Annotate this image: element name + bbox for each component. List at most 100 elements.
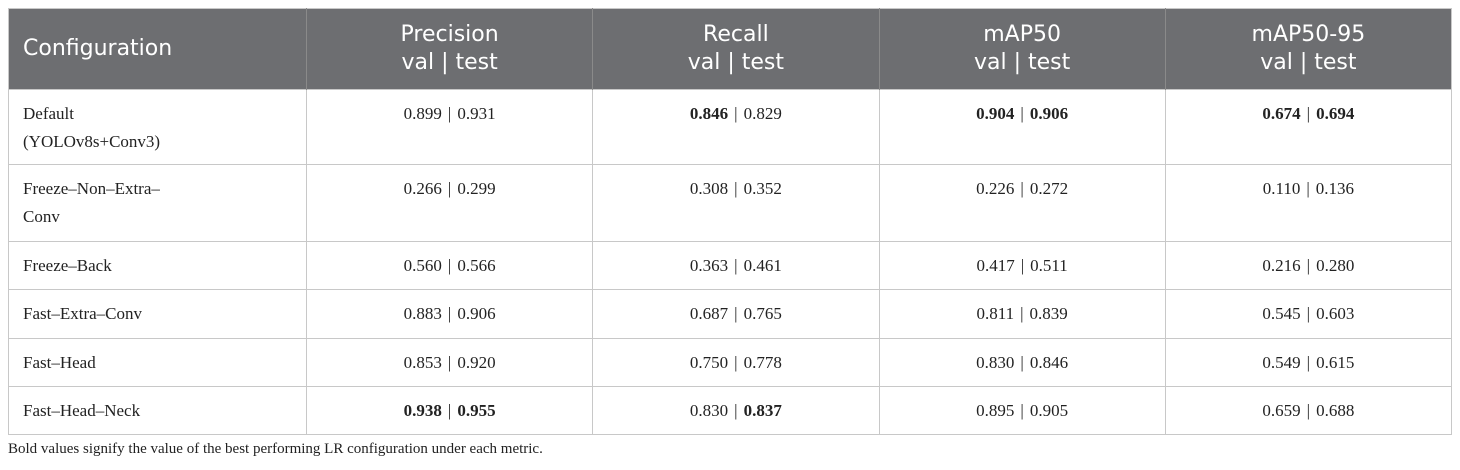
test-value: 0.272 <box>1029 179 1069 198</box>
separator: | <box>1306 104 1311 123</box>
val-value: 0.659 <box>1262 401 1301 420</box>
val-value: 0.549 <box>1262 353 1301 372</box>
val-value: 0.308 <box>689 179 729 198</box>
test-value: 0.837 <box>743 401 782 420</box>
table-row: Default (YOLOv8s+Conv3) 0.899 | 0.931 0.846 |… <box>8 89 1453 165</box>
val-value: 0.363 <box>689 256 729 275</box>
metric-cell: 0.560 | 0.566 <box>305 241 594 290</box>
test-value: 0.566 <box>457 256 496 275</box>
separator: | <box>1306 179 1310 198</box>
test-value: 0.299 <box>457 179 496 198</box>
config-name: Fast–Head–Neck <box>23 401 141 420</box>
metric-cell: 0.811 | 0.839 <box>878 289 1166 339</box>
metric-cell: 0.904 | 0.906 <box>878 89 1166 165</box>
config-name: Fast–Head <box>23 353 96 372</box>
test-value: 0.136 <box>1315 179 1355 198</box>
test-value: 0.839 <box>1029 304 1068 323</box>
val-value: 0.266 <box>403 179 442 198</box>
test-value: 0.931 <box>457 104 496 123</box>
test-value: 0.829 <box>743 104 782 123</box>
table-row: Fast–Head–Neck 0.938 | 0.955 0.830 | 0.837 0.89… <box>8 386 1453 435</box>
test-value: 0.352 <box>743 179 782 198</box>
metric-cell: 0.308 | 0.352 <box>592 164 880 242</box>
test-value: 0.906 <box>457 304 496 323</box>
separator: | <box>447 401 452 420</box>
val-value: 0.938 <box>403 401 442 420</box>
config-name: Freeze–Back <box>23 256 112 275</box>
metric-cell: 0.545 | 0.603 <box>1164 289 1453 339</box>
config-cell: Fast–Extra–Conv <box>8 289 307 339</box>
separator: | <box>734 401 738 420</box>
metric-cell: 0.417 | 0.511 <box>878 241 1166 290</box>
metric-cell: 0.938 | 0.955 <box>305 386 594 435</box>
config-cell: Freeze–Non–Extra–Conv <box>8 164 307 242</box>
metric-cell: 0.216 | 0.280 <box>1164 241 1453 290</box>
test-value: 0.846 <box>1029 353 1069 372</box>
val-value: 0.110 <box>1262 179 1301 198</box>
metric-cell: 0.110 | 0.136 <box>1164 164 1453 242</box>
val-value: 0.674 <box>1262 104 1301 123</box>
separator: | <box>1020 304 1024 323</box>
separator: | <box>1020 401 1024 420</box>
metric-cell: 0.846 | 0.829 <box>592 89 880 165</box>
test-value: 0.694 <box>1316 104 1355 123</box>
config-name: Freeze–Non–Extra–Conv <box>23 179 160 226</box>
val-value: 0.750 <box>689 353 729 372</box>
metric-cell: 0.853 | 0.920 <box>305 338 594 387</box>
table-body: Default (YOLOv8s+Conv3) 0.899 | 0.931 0.846 |… <box>8 89 1453 435</box>
header-cell: Configuration <box>8 8 307 90</box>
metric-cell: 0.687 | 0.765 <box>592 289 880 339</box>
separator: | <box>1306 304 1311 323</box>
separator: | <box>447 104 452 123</box>
metric-cell: 0.750 | 0.778 <box>592 338 880 387</box>
separator: | <box>734 179 738 198</box>
config-name: Default (YOLOv8s+Conv3) <box>23 104 161 151</box>
val-value: 0.687 <box>689 304 729 323</box>
table-row: Fast–Head 0.853 | 0.920 0.750 | 0.778 0.830 | 0.8… <box>8 338 1453 387</box>
val-value: 0.899 <box>403 104 442 123</box>
test-value: 0.920 <box>457 353 496 372</box>
header-row: Configuration Precision val | test Recall va… <box>8 8 1452 90</box>
footnote: Bold values signify the value of the bes… <box>8 441 543 457</box>
header-title: Configuration <box>23 36 173 61</box>
test-value: 0.461 <box>743 256 782 275</box>
test-value: 0.603 <box>1316 304 1355 323</box>
table-row: Fast–Extra–Conv 0.883 | 0.906 0.687 | 0.765 0.8… <box>8 289 1453 339</box>
separator: | <box>1020 179 1024 198</box>
config-cell: Fast–Head–Neck <box>8 386 307 435</box>
header-title: mAP50-95 <box>1251 22 1366 47</box>
metric-cell: 0.883 | 0.906 <box>305 289 594 339</box>
header-title: Precision <box>400 22 499 47</box>
separator: | <box>734 304 738 323</box>
test-value: 0.955 <box>457 401 496 420</box>
separator: | <box>1306 401 1311 420</box>
separator: | <box>447 256 452 275</box>
metric-cell: 0.659 | 0.688 <box>1164 386 1453 435</box>
separator: | <box>734 353 738 372</box>
header-subtitle: val | test <box>973 50 1071 75</box>
table-row: Freeze–Non–Extra–Conv 0.266 | 0.299 0.308 | 0.… <box>8 164 1453 242</box>
val-value: 0.545 <box>1262 304 1301 323</box>
metric-cell: 0.363 | 0.461 <box>592 241 880 290</box>
metric-cell: 0.266 | 0.299 <box>305 164 594 242</box>
val-value: 0.830 <box>976 353 1015 372</box>
header-title: mAP50 <box>983 22 1061 47</box>
separator: | <box>1306 256 1311 275</box>
separator: | <box>1020 256 1025 275</box>
metric-cell: 0.895 | 0.905 <box>878 386 1166 435</box>
val-value: 0.883 <box>403 304 442 323</box>
header-cell: mAP50 val | test <box>878 8 1166 90</box>
test-value: 0.778 <box>743 353 782 372</box>
table-row: Freeze–Back 0.560 | 0.566 0.363 | 0.461 0.417 | 0… <box>8 241 1453 290</box>
val-value: 0.846 <box>689 104 729 123</box>
val-value: 0.895 <box>976 401 1015 420</box>
test-value: 0.615 <box>1316 353 1355 372</box>
val-value: 0.417 <box>976 256 1015 275</box>
test-value: 0.905 <box>1029 401 1069 420</box>
table-header: Configuration Precision val | test Recall va… <box>8 8 1452 90</box>
val-value: 0.226 <box>976 179 1015 198</box>
header-cell: Recall val | test <box>592 8 879 90</box>
config-name: Fast–Extra–Conv <box>23 304 142 323</box>
